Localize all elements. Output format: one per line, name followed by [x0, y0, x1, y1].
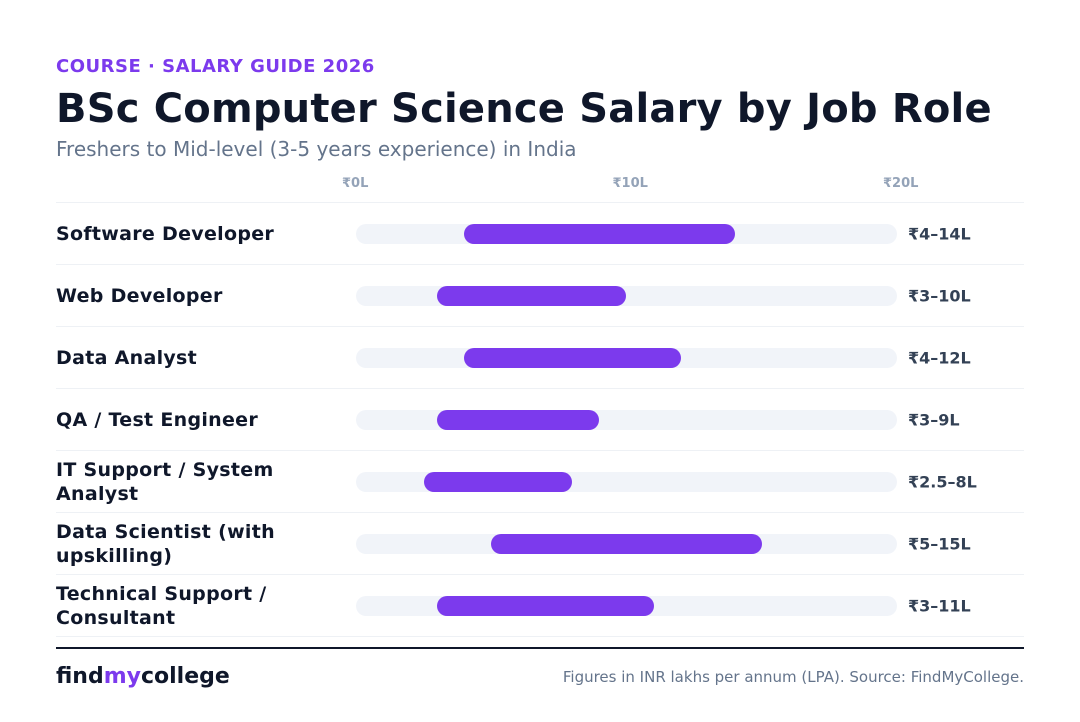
range-value-label: ₹4–12L — [908, 348, 971, 367]
salary-range-bar — [437, 409, 600, 430]
brand-logo: findmycollege — [56, 664, 230, 689]
brand-part-my: my — [103, 664, 141, 689]
x-tick-label: ₹0L — [342, 176, 369, 191]
range-value-label: ₹5–15L — [908, 534, 971, 553]
range-value-label: ₹3–10L — [908, 286, 971, 305]
range-value-label: ₹4–14L — [908, 224, 971, 243]
footer-divider — [56, 647, 1024, 649]
chart-card: COURSE · SALARY GUIDE 2026 BSc Computer … — [56, 0, 1024, 722]
chart-rows: Software Developer ₹4–14L Web Developer ₹3–… — [56, 202, 1024, 637]
bar-track — [356, 409, 897, 430]
source-note: Figures in INR lakhs per annum (LPA). So… — [562, 668, 1024, 686]
chart-row: QA / Test Engineer ₹3–9L — [56, 389, 1024, 451]
chart-row: Data Analyst ₹4–12L — [56, 327, 1024, 389]
eyebrow: COURSE · SALARY GUIDE 2026 — [56, 56, 375, 77]
chart-row: IT Support / System Analyst ₹2.5–8L — [56, 451, 1024, 513]
x-tick-label: ₹10L — [612, 176, 648, 191]
chart-row: Technical Support / Consultant ₹3–11L — [56, 575, 1024, 637]
bar-track — [356, 595, 897, 616]
category-label: Software Developer — [56, 222, 275, 245]
page-subtitle: Freshers to Mid-level (3-5 years experie… — [56, 137, 577, 161]
category-label: Data Analyst — [56, 346, 198, 369]
category-label: Data Scientist (with upskilling) — [56, 520, 275, 567]
bar-track — [356, 347, 897, 368]
category-label: Web Developer — [56, 284, 223, 307]
bar-track — [356, 533, 897, 554]
chart-row: Software Developer ₹4–14L — [56, 203, 1024, 265]
bar-track — [356, 223, 897, 244]
salary-range-bar — [437, 285, 627, 306]
chart-row: Data Scientist (with upskilling) ₹5–15L — [56, 513, 1024, 575]
bar-track — [356, 285, 897, 306]
category-label: Technical Support / Consultant — [56, 582, 267, 629]
category-label: IT Support / System Analyst — [56, 458, 274, 505]
salary-range-bar — [491, 533, 762, 554]
chart-row: Web Developer ₹3–10L — [56, 265, 1024, 327]
bar-track — [356, 471, 897, 492]
range-value-label: ₹2.5–8L — [908, 472, 977, 491]
brand-part-find: find — [56, 664, 104, 689]
salary-range-bar — [437, 595, 654, 616]
salary-range-bar — [464, 347, 681, 368]
salary-range-bar — [464, 223, 735, 244]
x-axis: ₹0L ₹10L ₹20L — [56, 176, 1024, 196]
category-label: QA / Test Engineer — [56, 408, 259, 431]
x-tick-label: ₹20L — [883, 176, 919, 191]
range-value-label: ₹3–11L — [908, 596, 971, 615]
brand-part-college: college — [140, 664, 230, 689]
page-title: BSc Computer Science Salary by Job Role — [56, 86, 992, 132]
salary-range-bar — [423, 471, 573, 492]
range-value-label: ₹3–9L — [908, 410, 960, 429]
